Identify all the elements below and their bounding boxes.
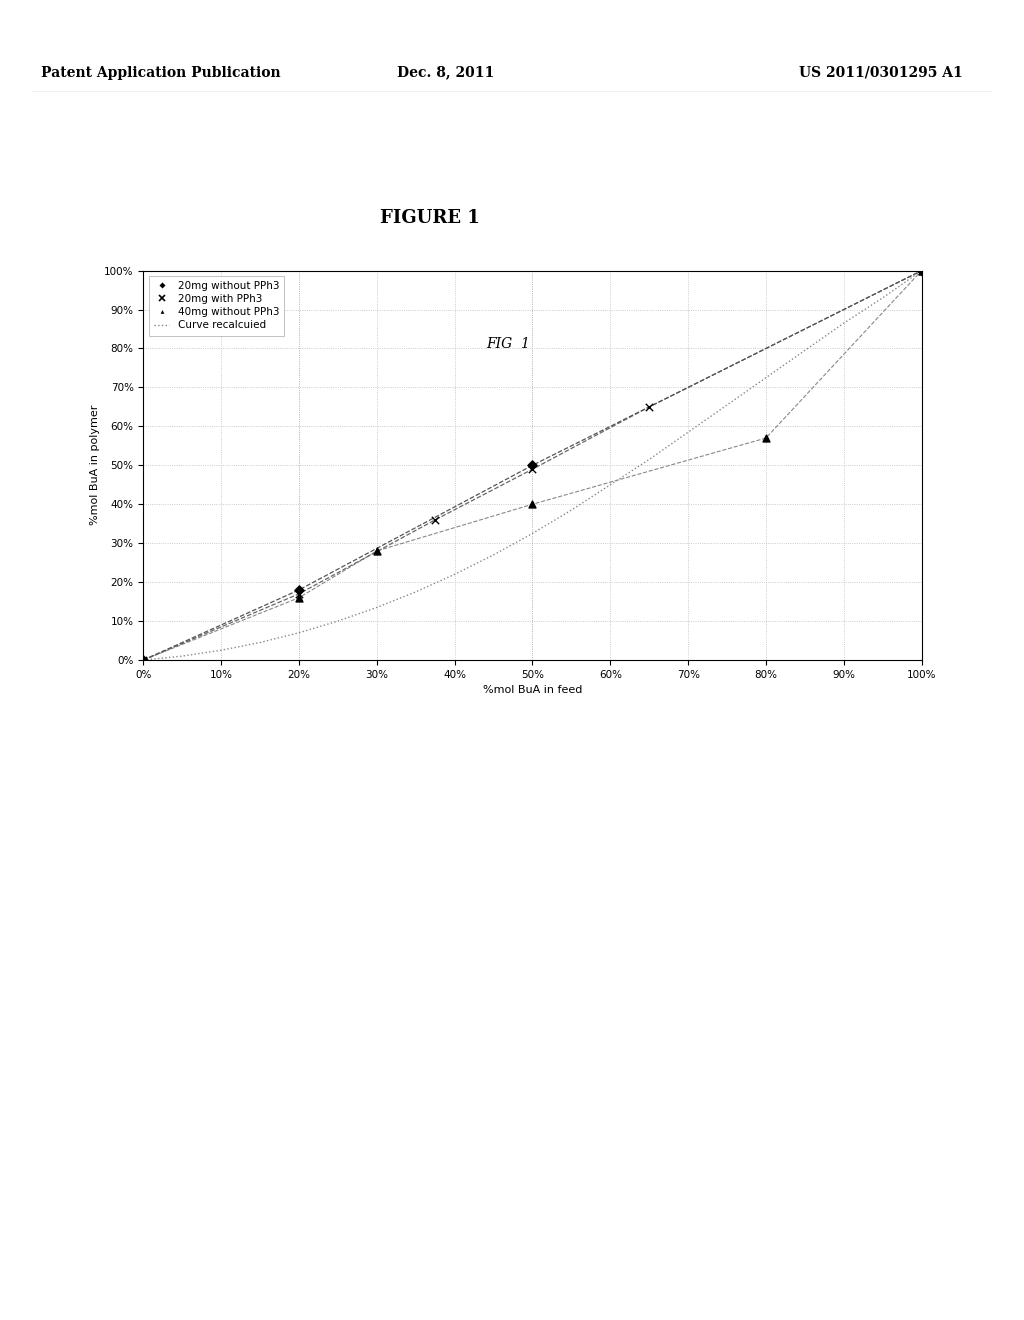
X-axis label: %mol BuA in feed: %mol BuA in feed: [482, 685, 583, 696]
Text: FIGURE 1: FIGURE 1: [380, 209, 480, 227]
Point: [758, 428, 774, 449]
Point: [913, 260, 930, 281]
Text: FIG  1: FIG 1: [485, 337, 529, 351]
Point: [135, 649, 152, 671]
Point: [135, 649, 152, 671]
Point: [524, 494, 541, 515]
Point: [913, 260, 930, 281]
Legend: 20mg without PPh3, 20mg with PPh3, 40mg without PPh3, Curve recalcuied: 20mg without PPh3, 20mg with PPh3, 40mg …: [148, 276, 285, 335]
Point: [641, 396, 657, 417]
Text: Dec. 8, 2011: Dec. 8, 2011: [397, 66, 494, 79]
Point: [369, 540, 385, 561]
Point: [135, 649, 152, 671]
Y-axis label: %mol BuA in polymer: %mol BuA in polymer: [90, 405, 100, 525]
Point: [291, 587, 307, 609]
Point: [913, 260, 930, 281]
Point: [291, 579, 307, 601]
Point: [291, 583, 307, 605]
Point: [524, 454, 541, 477]
Point: [524, 458, 541, 479]
Point: [427, 510, 443, 531]
Text: Patent Application Publication: Patent Application Publication: [41, 66, 281, 79]
Text: US 2011/0301295 A1: US 2011/0301295 A1: [799, 66, 963, 79]
